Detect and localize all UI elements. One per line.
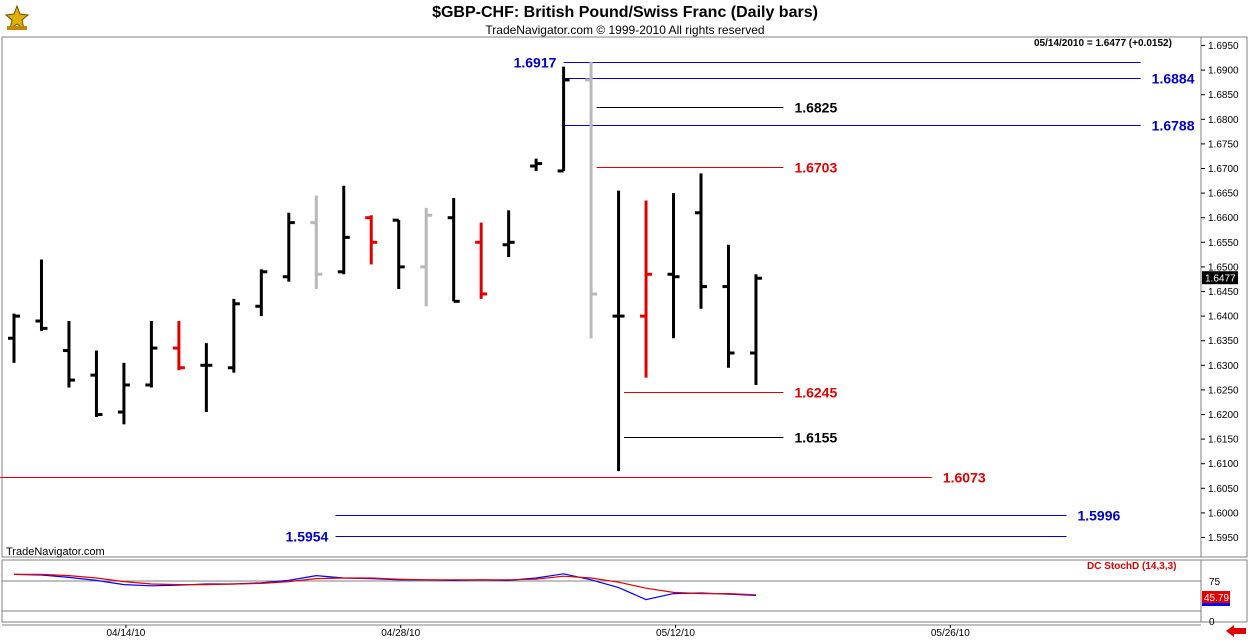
- copyright-subtitle: TradeNavigator.com © 1999-2010 All right…: [485, 23, 765, 37]
- ohlc-bar: [227, 298, 240, 373]
- last-price-label: 1.6477: [1205, 274, 1236, 285]
- price-tick-label: 1.6800: [1208, 115, 1239, 126]
- ohlc-bar: [502, 210, 515, 258]
- stoch-line-blue: [13, 573, 756, 601]
- price-tick-label: 1.5950: [1208, 533, 1239, 544]
- price-tick-label: 1.6000: [1208, 508, 1239, 519]
- ohlc-bar: [255, 269, 268, 317]
- price-tick-label: 1.6550: [1208, 238, 1239, 249]
- stoch-tick-label: 75: [1209, 577, 1221, 588]
- ohlc-bar: [62, 321, 75, 388]
- stoch-value-box: [1202, 591, 1230, 603]
- ohlc-bar: [200, 343, 213, 413]
- stochastic-title: DC StochD (14,3,3): [1087, 561, 1177, 572]
- stoch-line-red: [14, 573, 756, 596]
- ohlc-bar: [420, 207, 433, 307]
- ohlc-bar: [145, 321, 158, 388]
- level-label-1.6703: 1.6703: [794, 160, 837, 176]
- ohlc-bar: [585, 61, 598, 339]
- price-tick-label: 1.6200: [1208, 410, 1239, 421]
- ohlc-bar: [172, 321, 185, 371]
- price-tick-label: 1.6150: [1208, 435, 1239, 446]
- price-tick-label: 1.6250: [1208, 385, 1239, 396]
- last-price-box: [1202, 271, 1238, 285]
- price-tick-label: 1.6900: [1208, 66, 1239, 77]
- stoch-last-value: 45.79: [1204, 593, 1229, 604]
- time-tick-label: 04/28/10: [381, 628, 420, 639]
- price-tick-label: 1.6050: [1208, 484, 1239, 495]
- ohlc-bar: [530, 158, 543, 171]
- chart-title: $GBP-CHF: British Pound/Swiss Franc (Dai…: [432, 4, 818, 21]
- ohlc-bar: [749, 274, 762, 385]
- price-tick-label: 1.6400: [1208, 312, 1239, 323]
- price-tick-label: 1.6700: [1208, 164, 1239, 175]
- price-tick-label: 1.6750: [1208, 139, 1239, 150]
- last-quote: 05/14/2010 = 1.6477 (+0.0152): [1034, 38, 1172, 49]
- main-pane-frame: [1, 36, 1248, 558]
- scroll-left-arrow-icon[interactable]: [1226, 624, 1246, 642]
- level-label-1.6917: 1.6917: [514, 55, 557, 71]
- level-label-1.6073: 1.6073: [943, 470, 986, 486]
- ohlc-bar: [722, 244, 735, 368]
- time-tick-label: 05/12/10: [656, 628, 695, 639]
- time-tick-label: 04/14/10: [106, 628, 145, 639]
- level-label-1.5954: 1.5954: [286, 529, 329, 545]
- ohlc-bar: [117, 362, 130, 425]
- level-label-1.6825: 1.6825: [794, 100, 837, 116]
- level-label-1.6155: 1.6155: [794, 430, 837, 446]
- trade-navigator-logo-icon[interactable]: [4, 4, 30, 37]
- ohlc-bar: [310, 195, 323, 290]
- time-tick-label: 05/26/10: [931, 628, 970, 639]
- ohlc-bar: [365, 215, 378, 265]
- ohlc-bar: [695, 173, 707, 309]
- price-tick-label: 1.6500: [1208, 262, 1239, 273]
- ohlc-bar: [8, 313, 20, 363]
- price-tick-label: 1.6850: [1208, 90, 1239, 101]
- price-tick-label: 1.6350: [1208, 336, 1239, 347]
- stoch-tick-label: 0: [1209, 617, 1215, 628]
- price-tick-label: 1.6600: [1208, 213, 1239, 224]
- level-label-1.6245: 1.6245: [794, 385, 837, 401]
- stoch-value-box-base: [1202, 603, 1230, 606]
- ohlc-bar: [282, 212, 295, 282]
- ohlc-bar: [557, 66, 570, 173]
- price-tick-label: 1.6100: [1208, 459, 1239, 470]
- ohlc-bar: [35, 259, 48, 331]
- level-label-1.5996: 1.5996: [1077, 508, 1120, 524]
- level-label-1.6884: 1.6884: [1152, 71, 1195, 87]
- price-tick-label: 1.6650: [1208, 189, 1239, 200]
- ohlc-bar: [640, 200, 653, 378]
- ohlc-bar: [475, 222, 488, 299]
- ohlc-bar: [447, 198, 460, 303]
- watermark: TradeNavigator.com: [6, 546, 105, 558]
- price-tick-label: 1.6950: [1208, 41, 1239, 52]
- ohlc-bar: [612, 190, 625, 472]
- ohlc-bar: [90, 350, 103, 417]
- ohlc-bar: [337, 185, 350, 275]
- level-label-1.6788: 1.6788: [1152, 118, 1195, 134]
- ohlc-bar: [392, 218, 405, 290]
- price-tick-label: 1.6300: [1208, 361, 1239, 372]
- price-tick-label: 1.6450: [1208, 287, 1239, 298]
- stoch-pane-frame: [1, 559, 1248, 623]
- ohlc-bar: [667, 193, 680, 339]
